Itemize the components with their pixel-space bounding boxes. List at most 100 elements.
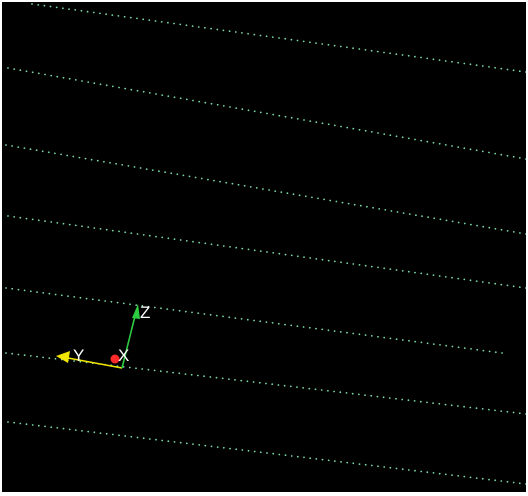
cloud-point xyxy=(92,11,95,14)
cloud-point xyxy=(451,345,454,348)
cloud-point xyxy=(364,129,367,132)
cloud-point xyxy=(219,180,222,183)
cloud-point xyxy=(500,67,503,70)
cloud-point xyxy=(216,244,219,247)
cloud-point xyxy=(142,18,145,21)
cloud-point xyxy=(481,150,484,153)
cloud-point xyxy=(259,250,262,253)
cloud-point xyxy=(25,217,28,220)
cloud-point xyxy=(259,34,262,37)
cloud-point xyxy=(229,447,231,450)
cloud-point xyxy=(451,276,453,279)
cloud-point xyxy=(161,439,164,442)
cloud-point xyxy=(172,371,175,374)
cloud-point xyxy=(111,85,114,88)
cloud-point xyxy=(80,9,83,12)
cloud-point xyxy=(408,339,410,342)
cloud-point xyxy=(37,72,40,75)
cloud-point xyxy=(333,44,336,47)
cloud-point xyxy=(99,432,102,434)
cloud-point xyxy=(351,392,354,395)
cloud-point xyxy=(290,116,293,119)
cloud-point xyxy=(31,3,33,5)
cloud-point xyxy=(184,373,187,375)
cloud-point xyxy=(104,300,107,302)
cloud-point xyxy=(341,201,344,204)
cloud-point xyxy=(271,36,274,38)
cloud-point xyxy=(74,9,77,11)
cloud-point xyxy=(383,466,386,468)
cloud-point xyxy=(359,204,362,207)
cloud-point xyxy=(481,477,484,480)
cloud-point xyxy=(87,226,90,229)
cloud-point xyxy=(44,73,46,76)
cloud-point xyxy=(482,349,485,352)
cloud-point xyxy=(118,434,120,437)
cloud-point xyxy=(241,247,244,250)
cloud-point xyxy=(274,190,277,193)
cloud-point xyxy=(185,24,188,27)
cloud-point xyxy=(253,450,256,453)
cloud-point xyxy=(136,233,139,235)
cloud-point xyxy=(182,174,185,177)
cloud-point xyxy=(11,287,14,290)
cloud-point xyxy=(215,376,218,379)
cloud-point xyxy=(243,184,246,187)
y-axis-arrowhead-icon xyxy=(56,351,70,363)
cloud-point xyxy=(11,145,14,147)
cloud-point xyxy=(81,430,83,432)
cloud-point xyxy=(290,324,293,327)
cloud-point xyxy=(96,159,99,162)
cloud-point xyxy=(56,75,59,78)
cloud-point xyxy=(321,458,324,461)
cloud-point xyxy=(62,76,65,79)
cloud-point xyxy=(31,218,34,221)
cloud-point xyxy=(518,412,521,415)
cloud-point xyxy=(401,398,404,401)
cloud-point xyxy=(23,147,26,150)
cloud-point xyxy=(370,464,373,467)
cloud-point xyxy=(5,287,7,289)
cloud-point xyxy=(364,49,367,51)
cloud-point xyxy=(247,449,250,452)
cloud-point xyxy=(284,454,287,457)
cloud-point xyxy=(457,61,459,64)
cloud-point xyxy=(414,340,417,343)
cloud-point xyxy=(414,138,416,141)
cloud-point xyxy=(378,208,381,210)
cloud-point xyxy=(303,256,305,258)
cloud-point xyxy=(5,144,7,146)
cloud-point xyxy=(518,157,521,159)
cloud-point xyxy=(23,354,26,357)
cloud-point xyxy=(49,5,52,8)
cloud-point xyxy=(176,173,179,176)
cloud-point xyxy=(401,270,404,272)
cloud-point xyxy=(488,478,490,481)
cloud-point xyxy=(31,424,34,426)
cloud-point xyxy=(99,12,101,15)
cloud-point xyxy=(395,467,398,470)
cloud-point xyxy=(372,206,374,209)
cloud-point xyxy=(370,265,373,268)
cloud-point xyxy=(79,296,82,299)
cloud-point xyxy=(323,198,325,201)
cloud-point xyxy=(19,216,22,219)
cloud-point xyxy=(128,366,131,369)
cloud-point xyxy=(384,209,387,211)
cloud-point xyxy=(222,105,225,107)
cloud-point xyxy=(173,238,176,241)
cloud-point xyxy=(432,274,435,276)
cloud-point xyxy=(252,381,255,383)
cloud-point xyxy=(506,230,509,232)
cloud-point xyxy=(451,60,453,63)
cloud-point xyxy=(327,329,330,332)
cloud-point xyxy=(133,166,136,168)
cloud-point xyxy=(395,397,397,400)
cloud-point xyxy=(7,67,9,69)
cloud-point xyxy=(525,71,526,73)
cloud-point xyxy=(73,360,75,362)
cloud-point xyxy=(81,225,83,228)
cloud-point xyxy=(122,302,125,305)
